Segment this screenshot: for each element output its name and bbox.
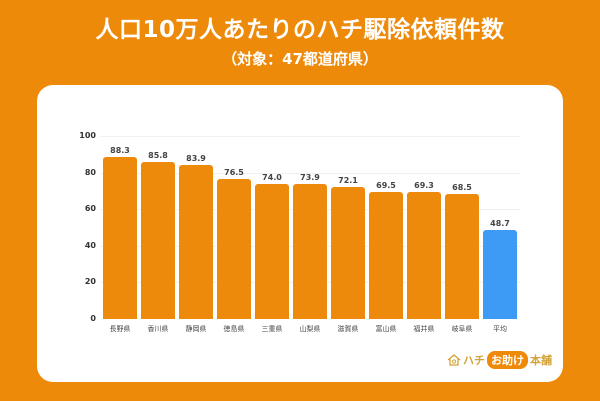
y-tick-label: 40 bbox=[84, 240, 96, 250]
bar-value-label: 69.5 bbox=[376, 180, 396, 190]
bar-value-label: 72.1 bbox=[338, 176, 358, 186]
bar-value-label: 83.9 bbox=[186, 154, 206, 164]
category-label: 岐阜県 bbox=[451, 325, 473, 333]
bar bbox=[407, 192, 441, 319]
category-label: 平均 bbox=[493, 325, 507, 333]
category-label: 滋賀県 bbox=[337, 325, 359, 333]
bar-value-label: 69.3 bbox=[414, 181, 434, 191]
logo-text-otasuke: お助け bbox=[487, 351, 528, 369]
gridline bbox=[100, 136, 520, 137]
category-label: 静岡県 bbox=[185, 325, 207, 333]
y-tick-label: 80 bbox=[84, 167, 96, 177]
y-tick-label: 0 bbox=[90, 314, 96, 323]
category-label: 富山県 bbox=[375, 325, 397, 333]
category-label: 三重県 bbox=[261, 325, 283, 333]
bar-value-label: 68.5 bbox=[452, 182, 472, 192]
y-tick-label: 60 bbox=[84, 204, 96, 214]
bar bbox=[179, 165, 213, 319]
bar-value-label: 85.8 bbox=[148, 150, 168, 160]
chart-title: 人口10万人あたりのハチ駆除依頼件数 bbox=[95, 17, 505, 43]
bar bbox=[141, 161, 175, 319]
bar-average bbox=[483, 229, 517, 319]
category-label: 福井県 bbox=[413, 325, 435, 333]
chart-subtitle: （対象：47都道府県） bbox=[222, 50, 378, 68]
bar-value-label: 73.9 bbox=[300, 172, 320, 182]
bar bbox=[293, 183, 327, 319]
bar-value-label: 88.3 bbox=[110, 146, 130, 156]
bar bbox=[255, 183, 289, 319]
brand-logo: ハチ お助け 本舗 bbox=[447, 351, 552, 369]
bar-value-label: 74.0 bbox=[262, 172, 282, 182]
category-label: 徳島県 bbox=[223, 325, 245, 333]
gridline bbox=[100, 172, 520, 174]
logo-text-honpo: 本舗 bbox=[530, 354, 552, 367]
category-label: 長野県 bbox=[109, 325, 131, 333]
category-label: 山梨県 bbox=[299, 325, 321, 333]
bar bbox=[103, 157, 137, 319]
bar-value-label: 48.7 bbox=[490, 218, 510, 228]
bar bbox=[217, 179, 251, 319]
y-tick-label: 20 bbox=[84, 277, 96, 287]
y-tick-label: 100 bbox=[79, 131, 96, 140]
bar bbox=[445, 193, 479, 319]
logo-text-hachi: ハチ bbox=[463, 354, 485, 367]
bar bbox=[369, 191, 403, 319]
category-label: 香川県 bbox=[147, 325, 169, 333]
bar-value-label: 76.5 bbox=[224, 168, 244, 177]
house-icon bbox=[447, 354, 461, 366]
bar bbox=[331, 187, 365, 319]
